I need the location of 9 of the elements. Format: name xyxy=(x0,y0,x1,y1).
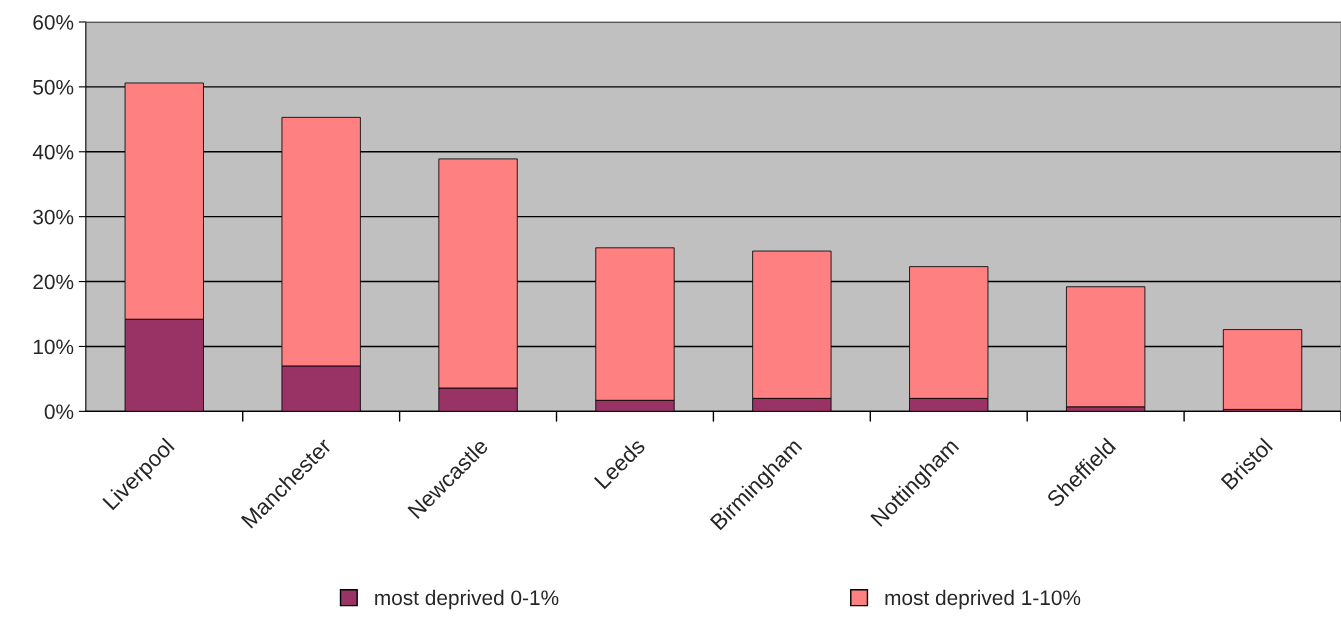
y-tick-label: 60% xyxy=(33,14,74,30)
y-tick-label: 0% xyxy=(44,404,74,420)
y-tick-label: 20% xyxy=(33,274,74,290)
y-tick-label: 50% xyxy=(33,79,74,95)
y-tick-label: 30% xyxy=(33,209,74,225)
y-tick-label: 10% xyxy=(33,339,74,355)
y-tick-label: 40% xyxy=(32,144,74,160)
legend-label: most deprived 1-10% xyxy=(885,589,1081,610)
legend-label: most deprived 0-1% xyxy=(375,589,559,610)
